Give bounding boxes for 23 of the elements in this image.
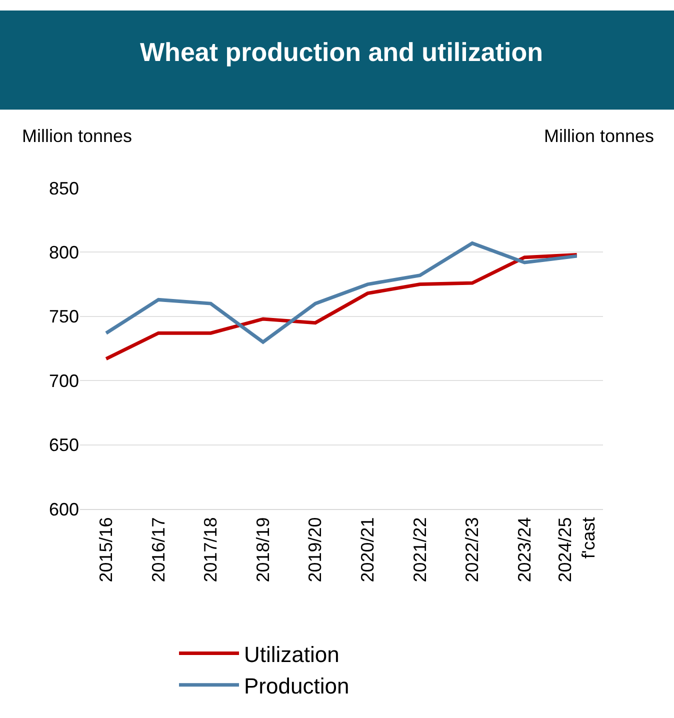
y-axis-title: Million tonnes	[22, 126, 132, 146]
x-tick-label: 2019/20	[305, 517, 326, 582]
x-tick-label: 2023/24	[514, 517, 534, 582]
x-tick-label: 2015/16	[96, 517, 116, 582]
x-tick-label: 2016/17	[148, 517, 168, 582]
x-tick-label: 2020/21	[358, 517, 378, 582]
y2-axis-title: Million tonnes	[544, 126, 654, 146]
y-tick-label: 600	[48, 499, 79, 520]
legend-label: Utilization	[244, 642, 340, 667]
line-series	[104, 253, 579, 361]
x-tick-label: 2017/18	[200, 517, 221, 582]
y-tick-label: 750	[48, 306, 79, 327]
legend-label: Production	[244, 673, 350, 698]
line-series	[104, 241, 579, 344]
chart-title: Wheat production and utilization	[140, 37, 543, 68]
x-tick-label: 2018/19	[252, 517, 273, 582]
y-tick-label: 850	[48, 178, 79, 198]
y-tick-label: 800	[48, 242, 79, 262]
y-tick-label: 650	[48, 435, 79, 456]
x-tick-label: 2024/25 f'cast	[555, 517, 598, 582]
x-tick-label: 2021/22	[410, 517, 430, 582]
y-tick-label: 700	[48, 370, 79, 391]
x-tick-label: 2022/23	[462, 517, 482, 582]
